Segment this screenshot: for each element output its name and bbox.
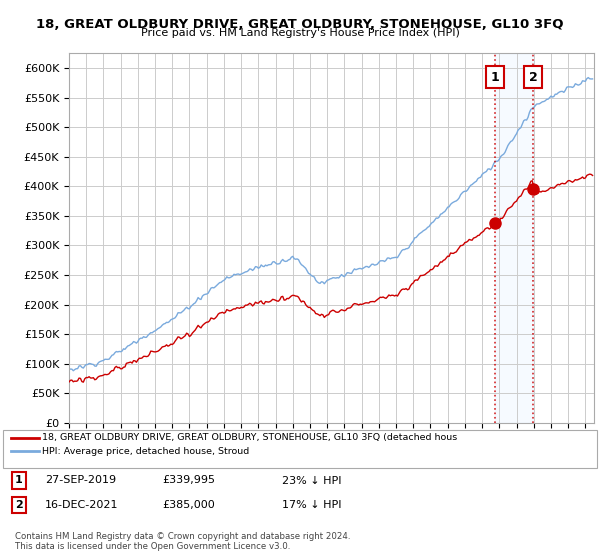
Text: 18, GREAT OLDBURY DRIVE, GREAT OLDBURY, STONEHOUSE, GL10 3FQ: 18, GREAT OLDBURY DRIVE, GREAT OLDBURY, … [36, 18, 564, 31]
Text: 27-SEP-2019: 27-SEP-2019 [45, 475, 116, 486]
Text: 1: 1 [15, 475, 23, 486]
Text: 18, GREAT OLDBURY DRIVE, GREAT OLDBURY, STONEHOUSE, GL10 3FQ (detached hous: 18, GREAT OLDBURY DRIVE, GREAT OLDBURY, … [42, 433, 457, 442]
Text: Contains HM Land Registry data © Crown copyright and database right 2024.
This d: Contains HM Land Registry data © Crown c… [15, 532, 350, 552]
Text: 23% ↓ HPI: 23% ↓ HPI [282, 475, 341, 486]
Bar [495, 53, 533, 423]
Text: Price paid vs. HM Land Registry's House Price Index (HPI): Price paid vs. HM Land Registry's House … [140, 28, 460, 38]
Text: 2: 2 [529, 71, 538, 84]
Text: HPI: Average price, detached house, Stroud: HPI: Average price, detached house, Stro… [42, 447, 249, 456]
Text: 16-DEC-2021: 16-DEC-2021 [45, 500, 119, 510]
Text: 17% ↓ HPI: 17% ↓ HPI [282, 500, 341, 510]
Text: £385,000: £385,000 [162, 500, 215, 510]
Text: £339,995: £339,995 [162, 475, 215, 486]
Text: 1: 1 [490, 71, 499, 84]
Text: 2: 2 [15, 500, 23, 510]
